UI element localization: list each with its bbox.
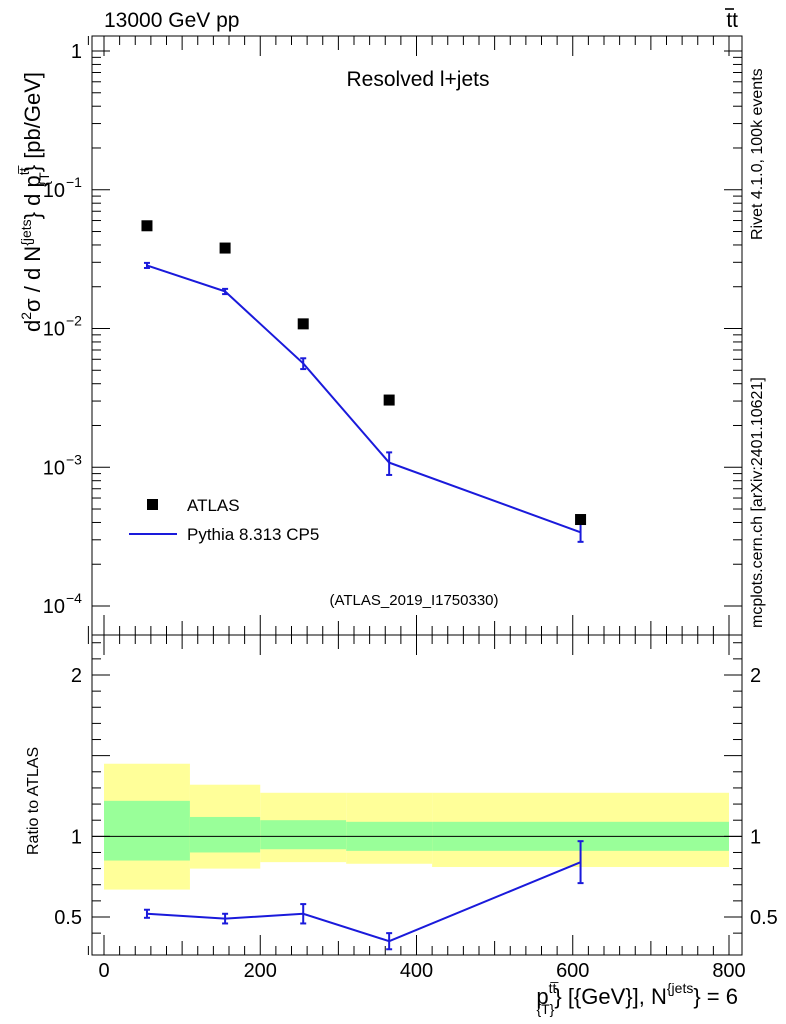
ratio-y-tick-label-right-2: 2 — [750, 665, 761, 687]
data-point-1 — [219, 242, 231, 254]
rivet-version-text: Rivet 4.1.0, 100k events — [749, 68, 766, 240]
ratio-y-tick-label-right-0: 0.5 — [750, 907, 778, 929]
header-left-label: 13000 GeV pp — [104, 9, 239, 32]
uncertainty-bands — [104, 763, 729, 890]
ratio-y-tick-label-right-1: 1 — [750, 826, 761, 848]
main-y-tick-exponent-1: −1 — [66, 174, 82, 190]
data-point-4 — [575, 514, 587, 526]
mc-series-ratio — [143, 840, 584, 951]
mc-line-main — [146, 264, 581, 534]
main-y-tick-label-3: 10 — [43, 457, 65, 479]
ratio-y-tick-label-left-1: 1 — [71, 826, 82, 848]
data-point-0 — [141, 220, 153, 232]
mcplots-text: mcplots.cern.ch [arXiv:2401.10621] — [749, 377, 766, 628]
main-y-tick-label-0: 1 — [71, 41, 82, 63]
main-y-tick-label-4: 10 — [43, 596, 65, 618]
x-tick-label-4: 800 — [712, 960, 745, 982]
x-tick-label-2: 400 — [400, 960, 433, 982]
x-tick-label-3: 600 — [556, 960, 589, 982]
ratio-y-tick-label-left-0: 0.5 — [54, 907, 82, 929]
x-axis-ticks: 0 200 400 600 800 — [87, 36, 746, 982]
main-y-axis-label: d2σ / d N{jets} d ptt̅{T} [pb/GeV] — [16, 72, 52, 332]
x-axis-label: ptt̅ {T}} [{GeV}], N{jets} = 6 — [536, 980, 738, 1017]
legend-label-pythia: Pythia 8.313 CP5 — [187, 525, 319, 544]
main-y-tick-exponent-4: −4 — [66, 590, 82, 606]
ratio-y-axis-label: Ratio to ATLAS — [25, 747, 42, 855]
mc-line-ratio — [146, 861, 581, 943]
main-y-tick-exponent-3: −3 — [66, 451, 82, 467]
x-tick-label-0: 0 — [98, 960, 109, 982]
main-y-ticks: 110−110−210−310−4 — [43, 41, 742, 618]
data-point-2 — [297, 318, 309, 330]
main-panel-frame — [91, 35, 743, 636]
legend-label-atlas: ATLAS — [187, 496, 240, 515]
analysis-label: (ATLAS_2019_I1750330) — [329, 592, 498, 609]
green-band-0 — [104, 800, 190, 861]
header-right-label: tt — [726, 9, 738, 32]
green-band-1 — [189, 816, 261, 853]
plot-title: Resolved l+jets — [347, 68, 490, 91]
green-band-2 — [260, 820, 347, 850]
main-y-tick-label-1: 10 — [43, 180, 65, 202]
legend-marker-atlas — [147, 499, 158, 510]
ratio-clipped-group — [143, 840, 584, 951]
ratio-y-tick-label-left-2: 2 — [71, 665, 82, 687]
data-series-main — [141, 220, 587, 526]
ratio-y-ticks: 0.5 0.5 1 1 2 2 — [54, 642, 778, 934]
main-y-tick-exponent-2: −2 — [66, 313, 82, 329]
main-y-tick-label-2: 10 — [43, 319, 65, 341]
x-tick-label-1: 200 — [244, 960, 277, 982]
data-point-3 — [383, 394, 395, 406]
mc-series-main — [143, 261, 584, 543]
